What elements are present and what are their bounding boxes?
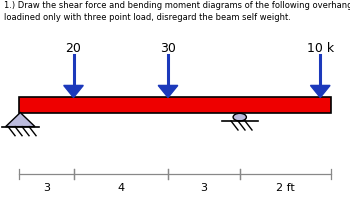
Text: 4: 4	[117, 182, 124, 192]
Polygon shape	[310, 86, 330, 98]
Polygon shape	[158, 86, 178, 98]
Text: 3: 3	[200, 182, 207, 192]
Text: 20: 20	[65, 42, 82, 55]
Bar	[19, 98, 331, 113]
Polygon shape	[64, 86, 83, 98]
Text: 10 k: 10 k	[307, 42, 334, 55]
Text: 2 ft: 2 ft	[276, 182, 295, 192]
Text: 1.) Draw the shear force and bending moment diagrams of the following overhange : 1.) Draw the shear force and bending mom…	[4, 1, 350, 10]
Text: 3: 3	[43, 182, 50, 192]
Text: 30: 30	[160, 42, 176, 55]
Text: loadined only with three point load, disregard the beam self weight.: loadined only with three point load, dis…	[4, 13, 290, 22]
Ellipse shape	[233, 114, 246, 121]
Polygon shape	[6, 113, 35, 127]
